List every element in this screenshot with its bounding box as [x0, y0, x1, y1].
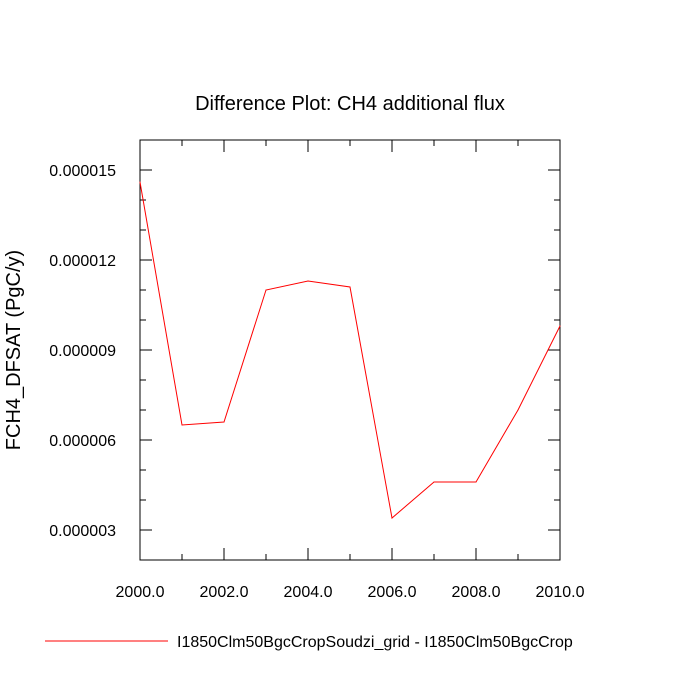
x-tick-label: 2000.0: [116, 584, 165, 601]
data-point: [307, 280, 309, 282]
y-tick-label: 0.000015: [49, 163, 116, 180]
y-axis: 0.000003 0.000006 0.000009 0.000012 0.000015: [49, 139, 560, 561]
chart-title: Difference Plot: CH4 additional flux: [195, 93, 505, 115]
x-tick-label: 2002.0: [200, 584, 249, 601]
legend: I1850Clm50BgcCropSoudzi_grid - I1850Clm5…: [45, 634, 573, 651]
x-tick-label: 2010.0: [536, 584, 585, 601]
data-point: [475, 481, 477, 483]
y-tick-label: 0.000003: [49, 523, 116, 540]
legend-label: I1850Clm50BgcCropSoudzi_grid - I1850Clm5…: [177, 634, 573, 651]
data-point: [139, 181, 141, 183]
x-tick-label: 2004.0: [284, 584, 333, 601]
series-layer: [139, 181, 561, 519]
y-tick-label: 0.000006: [49, 433, 116, 450]
y-tick-label: 0.000009: [49, 343, 116, 360]
data-point: [433, 481, 435, 483]
y-tick-label: 0.000012: [49, 253, 116, 270]
data-point: [559, 325, 561, 327]
x-axis: 2000.0 2002.0 2004.0 2006.0 2008.0 2010.0: [116, 140, 585, 601]
x-tick-label: 2006.0: [368, 584, 417, 601]
y-axis-label: FCH4_DFSAT (PgC/y): [3, 250, 25, 450]
data-point: [223, 421, 225, 423]
data-point: [391, 517, 393, 519]
data-point: [265, 289, 267, 291]
x-tick-label: 2008.0: [452, 584, 501, 601]
series-line: [139, 181, 561, 519]
data-point: [181, 424, 183, 426]
plot-frame: [139, 139, 561, 561]
data-point: [349, 286, 351, 288]
data-point: [517, 409, 519, 411]
